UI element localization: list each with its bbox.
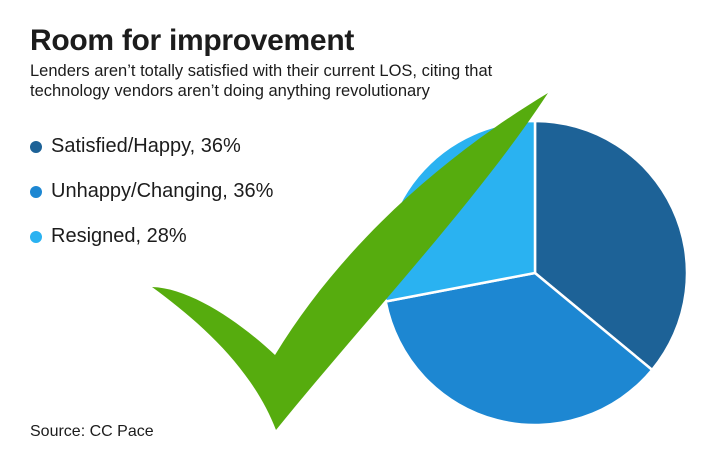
legend-item-satisfied: Satisfied/Happy, 36% <box>30 135 273 158</box>
legend-label: Satisfied/Happy, 36% <box>51 135 241 157</box>
source-text: Source: CC Pace <box>30 423 154 440</box>
pie-chart <box>381 119 689 427</box>
legend-item-resigned: Resigned, 28% <box>30 225 273 248</box>
page-title: Room for improvement <box>30 24 355 57</box>
legend-label: Unhappy/Changing, 36% <box>51 180 274 202</box>
subtitle-line-1: Lenders aren’t totally satisfied with th… <box>30 62 493 80</box>
pie-slice-unhappy-changing <box>384 271 654 427</box>
legend-bullet <box>30 140 42 153</box>
legend-bullet <box>30 230 42 243</box>
subtitle-line-2: technology vendors aren’t doing anything… <box>30 82 430 100</box>
pie-slice-resigned <box>381 119 537 303</box>
legend-label: Resigned, 28% <box>51 225 187 247</box>
legend-item-unhappy: Unhappy/Changing, 36% <box>30 180 273 203</box>
pie-slice-satisfied-happy <box>533 119 689 372</box>
legend-bullet <box>30 185 42 198</box>
legend: Satisfied/Happy, 36% Unhappy/Changing, 3… <box>30 135 273 270</box>
